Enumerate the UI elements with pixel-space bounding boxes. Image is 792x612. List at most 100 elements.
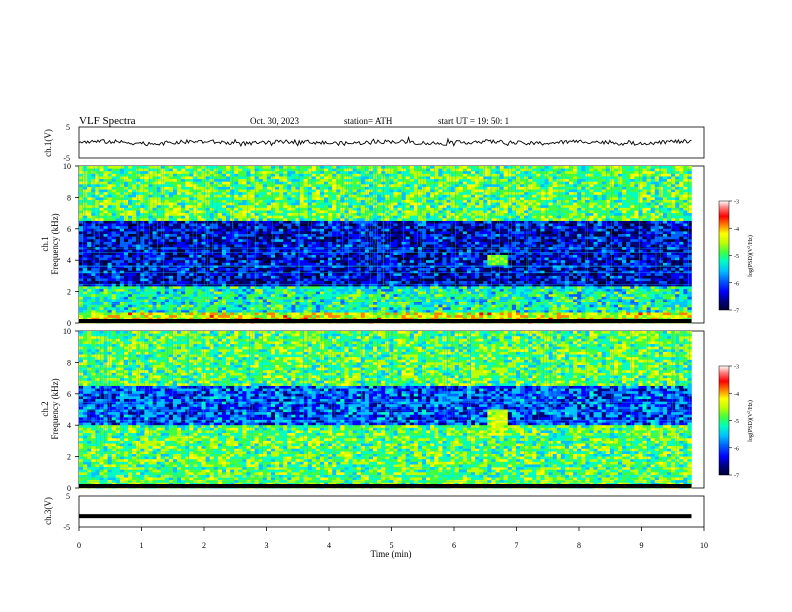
spectrogram-cell [634,194,639,198]
spectrogram-cell [511,213,517,217]
spectrogram-cell [107,231,112,235]
spectrogram-cell [352,192,357,196]
spectrogram-cell [426,189,431,193]
spectrogram-cell [91,176,96,180]
spectrogram-cell [119,247,125,251]
spectrogram-cell [475,192,480,196]
spectrogram-cell [177,171,182,175]
spectrogram-cell [270,234,276,237]
spectrogram-cell [234,228,239,232]
spectrogram-cell [160,171,166,175]
spectrogram-cell [111,231,117,235]
spectrogram-cell [311,207,317,211]
spectrogram-cell [209,215,215,219]
spectrogram-cell [548,213,553,217]
spectrogram-cell [454,194,460,198]
spectrogram-cell [144,181,149,185]
spectrogram-cell [344,236,349,240]
spectrogram-cell [172,236,178,240]
spectrogram-cell [618,207,623,211]
spectrogram-cell [156,192,161,196]
spectrogram-cell [426,192,431,196]
spectrogram-cell [262,220,268,224]
spectrogram-cell [532,249,537,253]
spectrogram-cell [679,168,684,172]
spectrogram-cell [295,184,300,188]
spectrogram-cell [430,223,435,227]
spectrogram-cell [654,244,660,248]
spectrogram-cell [352,241,357,245]
spectrogram-cell [560,234,566,237]
spectrogram-cell [536,192,541,196]
spectrogram-cell [95,202,100,206]
spectrogram-cell [405,241,411,245]
spectrogram-cell [630,249,635,253]
spectrogram-cell [262,179,268,182]
spectrogram-cell [638,228,643,232]
spectrogram-cell [250,213,255,217]
spectrogram-cell [103,207,108,211]
spectrogram-cell [442,181,447,185]
spectrogram-cell [295,220,300,224]
spectrogram-cell [87,241,92,245]
spectrogram-cell [671,218,676,222]
spectrogram-cell [128,186,133,190]
spectrogram-cell [520,218,525,222]
spectrogram-cell [605,239,611,243]
spectrogram-cell [413,176,419,180]
spectrogram-cell [177,228,182,232]
spectrogram-cell [172,207,178,211]
spectrogram-cell [197,226,202,230]
spectrogram-cell [593,176,598,180]
spectrogram-cell [520,239,525,243]
spectrogram-cell [552,247,558,251]
spectrogram-cell [324,207,329,211]
spectrogram-cell [319,205,325,209]
spectrogram-cell [238,186,243,190]
spectrogram-cell [601,184,607,188]
spectrogram-cell [140,207,145,211]
spectrogram-cell [438,202,443,206]
spectrogram-cell [642,200,647,203]
spectrogram-cell [201,179,206,182]
spectrogram-cell [609,236,615,240]
spectrogram-cell [283,234,288,237]
spectrogram-cell [577,239,582,243]
spectrogram-cell [552,192,558,196]
spectrogram-cell [413,197,419,201]
spectrogram-cell [181,223,186,227]
spectrogram-cell [630,218,635,222]
spectrogram-cell [483,210,488,214]
spectrogram-cell [254,176,259,180]
spectrogram-cell [434,202,439,206]
spectrogram-cell [634,249,639,253]
spectrogram-cell [266,200,272,203]
spectrogram-cell [115,210,121,214]
spectrogram-cell [185,207,190,211]
spectrogram-cell [536,218,541,222]
spectrogram-cell [524,166,529,169]
spectrogram-cell [193,181,198,185]
spectrogram-cell [221,239,227,243]
spectrogram-cell [132,205,137,209]
spectrogram-cell [336,215,341,219]
spectrogram-cell [295,179,300,182]
spectrogram-cell [140,186,145,190]
spectrogram-cell [332,210,337,214]
spectrogram-cell [91,236,96,240]
spectrogram-cell [450,202,455,206]
spectrogram-cell [609,192,615,196]
spectrogram-cell [299,231,304,235]
spectrogram-cell [291,228,296,232]
spectrogram-cell [209,244,215,248]
spectrogram-cell [279,192,284,196]
spectrogram-cell [258,205,264,209]
spectrogram-cell [217,181,223,185]
spectrogram-cell [454,189,460,193]
spectrogram-cell [242,239,247,243]
spectrogram-cell [548,239,553,243]
spectrogram-cell [221,213,227,217]
spectrogram-cell [193,226,198,230]
spectrogram-cell [107,192,112,196]
spectrogram-cell [177,194,182,198]
